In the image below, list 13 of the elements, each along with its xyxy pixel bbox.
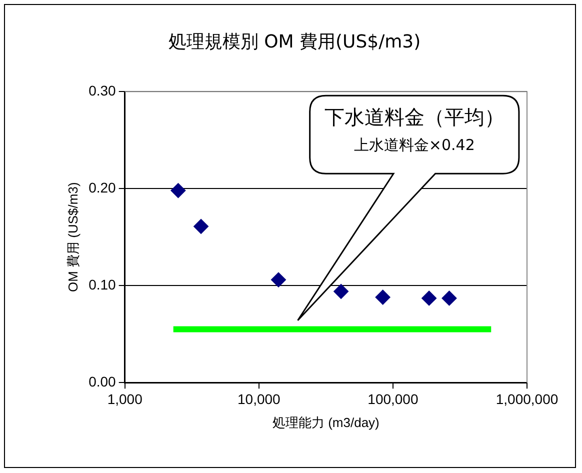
y-axis-title: OM 費用 (US$/m3) [65, 182, 80, 292]
chart-title: 処理規模別 OM 費用(US$/m3) [168, 31, 421, 52]
x-tick-label: 1,000,000 [496, 390, 558, 407]
x-tick-label: 100,000 [368, 390, 418, 407]
y-tick-label: 0.30 [88, 82, 116, 98]
x-tick-label: 1,000 [107, 390, 143, 407]
x-tick-label: 10,000 [237, 390, 281, 407]
annotation: 上水道料金×0.42 [354, 136, 475, 155]
x-axis-title: 処理能力 (m3/day) [272, 414, 380, 430]
y-tick-label: 0.20 [88, 179, 116, 196]
y-tick-label: 0.00 [88, 373, 116, 390]
annotation: 下水道料金（平均） [324, 104, 504, 131]
y-tick-label: 0.10 [88, 276, 116, 292]
